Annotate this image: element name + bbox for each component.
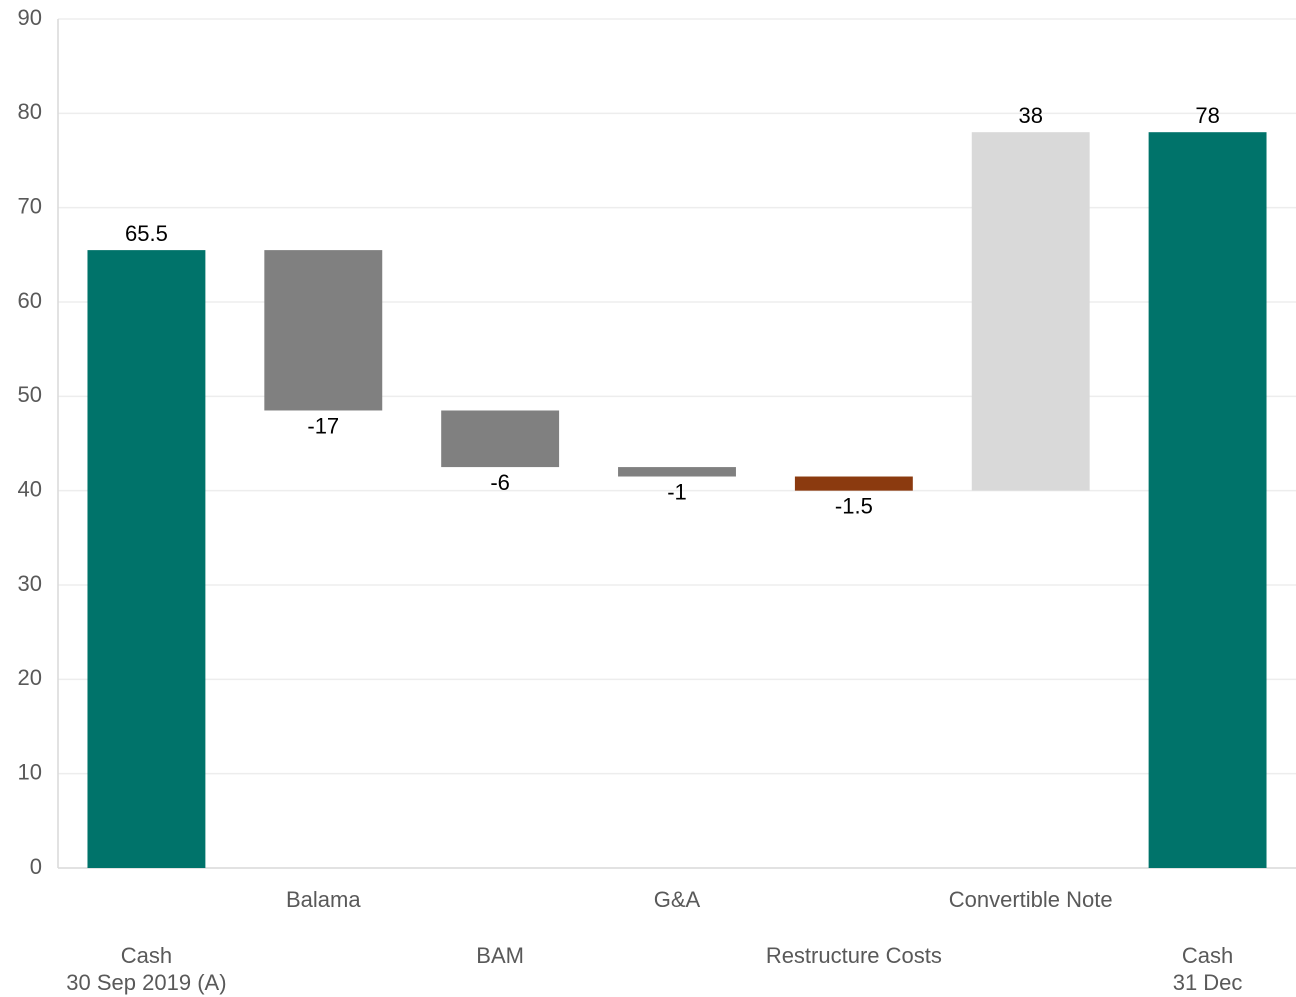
data-label: 78 (1195, 103, 1219, 128)
x-tick-label: Convertible Note (948, 887, 1113, 912)
bar (794, 476, 913, 491)
y-tick-label: 80 (18, 99, 42, 124)
x-tick-label: Balama (285, 887, 361, 912)
y-tick-label: 20 (18, 665, 42, 690)
x-tick-label: Cash 30 Sep 2019 (A) (66, 943, 227, 995)
y-tick-label: 10 (18, 759, 42, 784)
bar (971, 132, 1090, 491)
y-tick-label: 50 (18, 382, 42, 407)
bar (1148, 132, 1267, 868)
data-label: -1.5 (835, 493, 873, 518)
x-tick-label: Restructure Costs (765, 943, 942, 968)
x-tick-label: BAM (476, 943, 524, 968)
bar (87, 250, 206, 868)
bar (264, 250, 383, 411)
y-tick-label: 40 (18, 476, 42, 501)
data-label: -17 (307, 413, 339, 438)
data-label: -6 (490, 470, 510, 495)
y-tick-label: 60 (18, 288, 42, 313)
y-tick-label: 0 (30, 854, 42, 879)
bar (618, 467, 736, 477)
x-tick-label: G&A (653, 887, 701, 912)
y-tick-label: 90 (18, 5, 42, 30)
data-label: 38 (1018, 103, 1042, 128)
bar (441, 410, 560, 468)
data-label: -1 (667, 479, 687, 504)
y-tick-label: 30 (18, 571, 42, 596)
x-tick-label: Cash 31 Dec 2019 (F) (1172, 943, 1243, 995)
data-label: 65.5 (125, 221, 168, 246)
y-tick-label: 70 (18, 193, 42, 218)
